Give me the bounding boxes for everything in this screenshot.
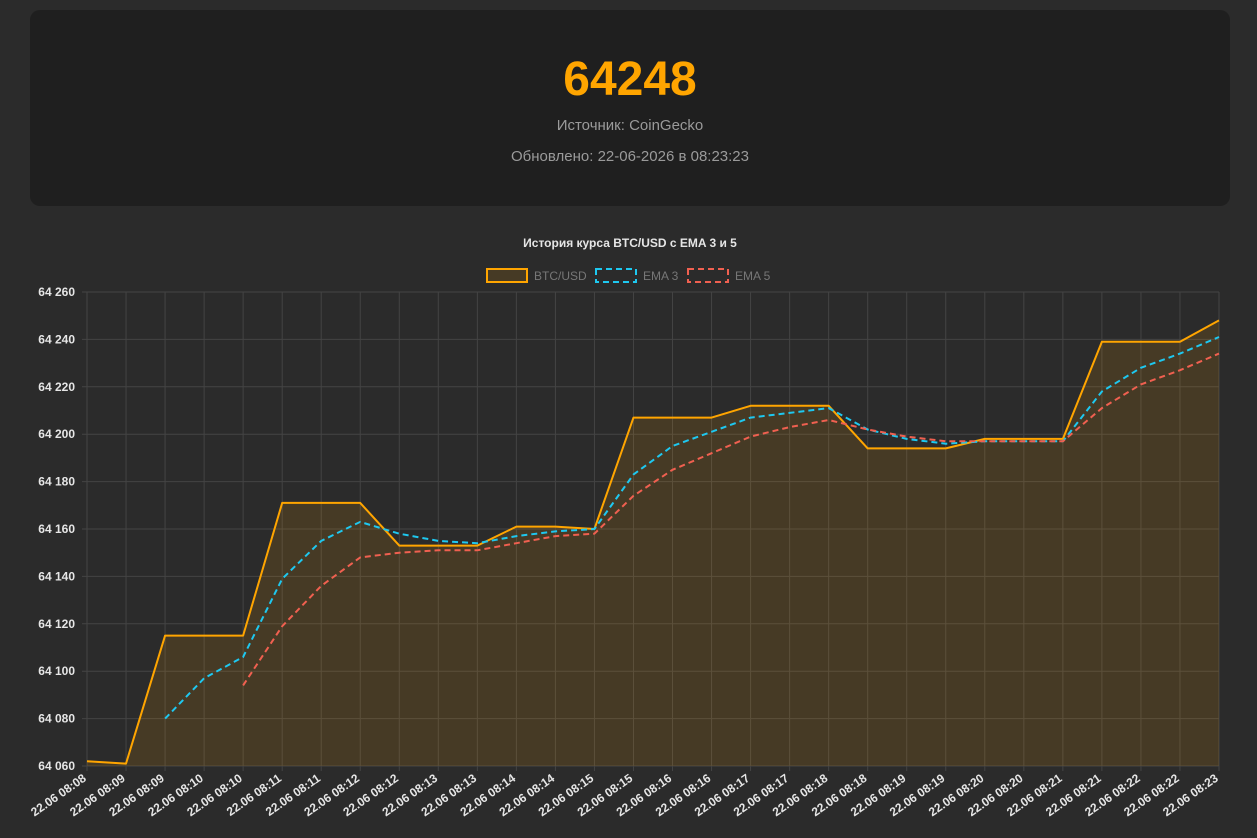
y-tick-label: 64 200	[38, 427, 75, 441]
updated-timestamp: Обновлено: 22-06-2026 в 08:23:23	[511, 148, 749, 165]
y-tick-label: 64 240	[38, 332, 75, 346]
btc-line	[86, 319, 1220, 765]
y-tick-label: 64 080	[38, 712, 75, 726]
y-tick-label: 64 060	[38, 759, 75, 773]
y-tick-label: 64 180	[38, 475, 75, 489]
legend-label: BTC/USD	[534, 269, 587, 283]
ema5-line	[242, 352, 1220, 686]
chart-title: История курса BTC/USD с EMA 3 и 5	[523, 236, 737, 250]
current-price: 64248	[563, 53, 697, 106]
y-tick-label: 64 120	[38, 617, 75, 631]
source-label: Источник: CoinGecko	[556, 117, 704, 134]
y-tick-label: 64 100	[38, 664, 75, 678]
y-tick-label: 64 220	[38, 380, 75, 394]
legend-swatch	[595, 268, 637, 283]
price-card: 64248 Источник: CoinGecko Обновлено: 22-…	[30, 10, 1230, 206]
legend-label: EMA 5	[735, 269, 771, 283]
y-tick-label: 64 160	[38, 522, 75, 536]
legend-swatch	[687, 268, 729, 283]
btc-area-fill	[87, 320, 1219, 766]
y-tick-label: 64 140	[38, 569, 75, 583]
y-tick-label: 64 260	[38, 285, 75, 299]
legend-label: EMA 3	[643, 269, 679, 283]
legend-swatch	[486, 268, 528, 283]
